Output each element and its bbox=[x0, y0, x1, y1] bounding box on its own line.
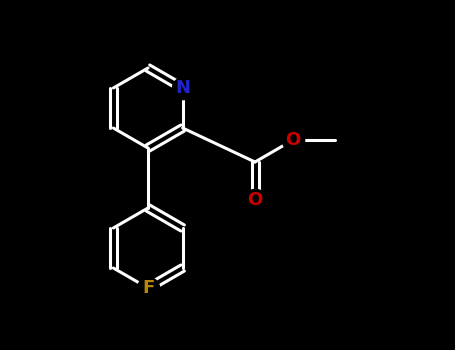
Text: O: O bbox=[248, 191, 263, 209]
Text: N: N bbox=[175, 79, 190, 97]
Text: F: F bbox=[142, 279, 154, 297]
Text: O: O bbox=[285, 131, 301, 149]
